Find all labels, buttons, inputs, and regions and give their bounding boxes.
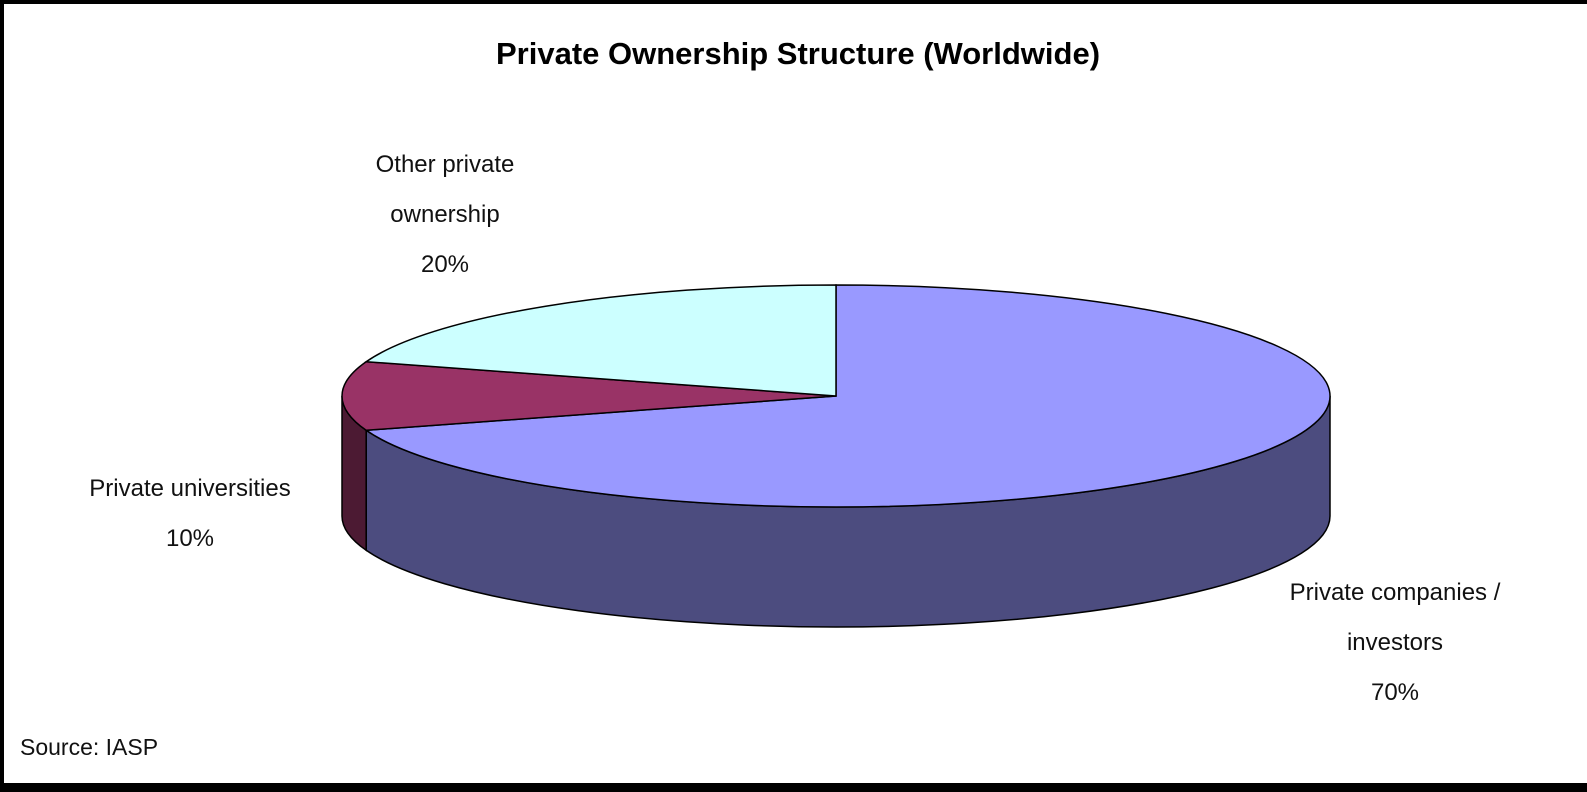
slice-label-line: investors xyxy=(1346,629,1444,656)
pie-slice-other-private-ownership xyxy=(363,284,837,397)
slice-label-line: Private companies / xyxy=(1289,579,1501,606)
slice-value-label: 10% xyxy=(165,525,215,552)
slice-label-private-universities: Private universities 10% xyxy=(45,464,335,564)
chart-title: Private Ownership Structure (Worldwide) xyxy=(495,36,1101,71)
frame-bottom-edge xyxy=(0,783,1587,792)
slice-value-label: 70% xyxy=(1370,679,1420,706)
slice-label-private-companies: Private companies / investors 70% xyxy=(1245,568,1545,718)
slice-label-other-private: Other private ownership 20% xyxy=(320,140,570,290)
pie-slice-private-universities xyxy=(341,360,837,432)
slice-label-line: ownership xyxy=(390,201,500,228)
slice-label-line: Private universities xyxy=(89,475,291,502)
slice-label-line: Other private xyxy=(375,151,515,178)
source-note: Source: IASP xyxy=(20,734,159,760)
slice-value-label: 20% xyxy=(420,251,470,278)
pie-slice-private-companies-investors xyxy=(363,284,1331,508)
